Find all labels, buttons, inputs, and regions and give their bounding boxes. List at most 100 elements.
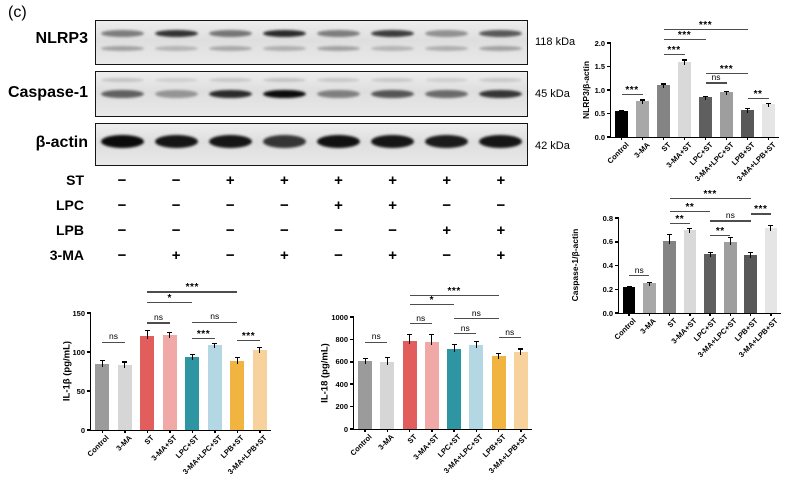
- y-tick: [87, 312, 91, 314]
- error-bar: [770, 225, 772, 231]
- x-label-3-MA: 3-MA: [638, 316, 659, 336]
- x-tick: [124, 430, 126, 433]
- error-bar-cap: [766, 102, 771, 104]
- blot-band: [424, 45, 468, 51]
- bar-LPC+ST: [698, 97, 712, 137]
- error-bar-cap: [189, 353, 195, 355]
- blot-lane-6: [370, 72, 414, 116]
- y-tick: [607, 112, 611, 115]
- treatment-label-st: ST: [66, 172, 84, 188]
- error-bar: [236, 356, 238, 364]
- x-tick: [475, 429, 478, 432]
- y-tick: [615, 312, 619, 314]
- significance-line: [663, 53, 685, 56]
- y-tick-label: 2.0: [594, 38, 605, 48]
- y-tick-label: 0.0: [602, 308, 613, 318]
- blot-band: [424, 77, 468, 82]
- y-tick-label: 0.5: [594, 109, 605, 118]
- blot-band: [209, 77, 253, 82]
- y-tick: [615, 264, 619, 267]
- treatment-sign-3-MA-3: −: [225, 247, 235, 264]
- bar-3-MA+LPC+ST: [724, 241, 737, 313]
- significance-label: ns: [109, 331, 118, 342]
- y-tick: [615, 288, 619, 290]
- x-label-3-MA: 3-MA: [114, 433, 134, 453]
- error-bar-cap: [640, 99, 645, 101]
- blot-image-bactin: [95, 123, 528, 166]
- bar-Control: [358, 361, 372, 429]
- x-tick: [628, 313, 630, 316]
- y-tick-label: 0.4: [602, 261, 613, 270]
- blot-band: [209, 45, 253, 51]
- treatment-label-lpb: LPB: [56, 222, 84, 238]
- treatment-signs-lpb: − − − − − − + +: [95, 222, 528, 240]
- y-tick: [615, 241, 619, 243]
- treatment-sign-ST-8: +: [496, 172, 506, 189]
- significance-line: [669, 210, 711, 213]
- significance-label: **: [675, 213, 685, 225]
- plot-area: 0.0 0.2 0.4 0.6 0.8 Control 3-MA ST 3-MA+ST LPC+S…: [603, 189, 781, 359]
- error-bar: [746, 107, 749, 114]
- error-bar-cap: [473, 340, 479, 342]
- significance-line: [669, 197, 751, 200]
- error-bar-cap: [257, 346, 263, 348]
- error-bar: [669, 234, 671, 244]
- bar-ST: [140, 335, 155, 430]
- blot-band: [370, 90, 414, 99]
- error-bar: [124, 361, 126, 369]
- significance-label: ns: [154, 311, 163, 322]
- significance-label: ***: [719, 64, 734, 76]
- blot-band: [263, 45, 307, 51]
- blot-band: [316, 77, 360, 82]
- plot-area: 0 200 400 600 800 1000 Control 3-MA ST 3-MA+ST LPC…: [331, 286, 532, 475]
- x-label-ST: ST: [659, 140, 673, 154]
- treatment-sign-ST-2: −: [171, 172, 181, 189]
- significance-label: *: [167, 293, 172, 305]
- blot-band: [370, 45, 414, 51]
- kda-label-nlrp3: 118 kDa: [535, 36, 576, 48]
- blot-band: [101, 134, 145, 148]
- treatment-sign-3-MA-2: +: [171, 247, 181, 264]
- significance-line: [498, 337, 521, 339]
- x-tick: [364, 429, 366, 432]
- treatment-sign-LPB-5: −: [334, 222, 343, 239]
- treatment-signs-st: − − + + + + + +: [95, 172, 528, 190]
- kda-label-bactin: 42 kDa: [535, 140, 570, 152]
- bar-LPC+ST: [185, 356, 200, 430]
- x-tick: [453, 429, 455, 432]
- error-bar: [689, 228, 691, 233]
- plot-area: 0 50 100 150 Control 3-MA ST 3-MA+ST LPC+ST 3-MA+…: [72, 283, 271, 476]
- treatment-sign-LPC-2: −: [171, 197, 181, 214]
- blot-lane-5: [316, 21, 361, 64]
- significance-label: ns: [416, 312, 426, 323]
- blot-image-caspase1: [95, 71, 528, 117]
- treatment-sign-ST-1: −: [117, 172, 127, 189]
- y-tick: [87, 351, 91, 353]
- treatment-row-3ma: 3-MA − + − + − + − +: [0, 247, 540, 267]
- treatment-sign-LPB-3: −: [225, 222, 235, 239]
- error-bar-cap: [429, 333, 435, 335]
- bar-3-MA+LPB+ST: [764, 227, 778, 313]
- treatment-row-st: ST − − + + + + + +: [0, 172, 540, 192]
- x-tick: [709, 313, 711, 316]
- y-tick-label: 0: [80, 425, 85, 435]
- error-bar: [709, 251, 711, 257]
- error-bar-cap: [626, 285, 632, 287]
- blot-band: [101, 90, 145, 99]
- significance-label: ns: [460, 322, 470, 333]
- blot-lane-2: [155, 72, 199, 116]
- error-bar-cap: [682, 59, 687, 61]
- blot-band: [478, 29, 522, 37]
- error-bar-cap: [212, 342, 218, 344]
- bar-LPB+ST: [230, 360, 245, 430]
- y-tick: [350, 405, 354, 408]
- blot-band: [316, 134, 360, 148]
- y-tick-label: 1.5: [594, 62, 605, 71]
- y-tick: [350, 361, 354, 363]
- significance-line: [147, 302, 193, 304]
- y-axis-title: IL-18 (pg/mL): [319, 343, 331, 403]
- treatment-sign-LPB-4: −: [280, 222, 289, 239]
- blot-band: [155, 134, 199, 148]
- x-label-Control: Control: [85, 433, 111, 459]
- chart-il1b-elisa: IL-1β (pg/mL) 0 50 100 150 Control 3-MA ST 3-MA…: [50, 282, 305, 494]
